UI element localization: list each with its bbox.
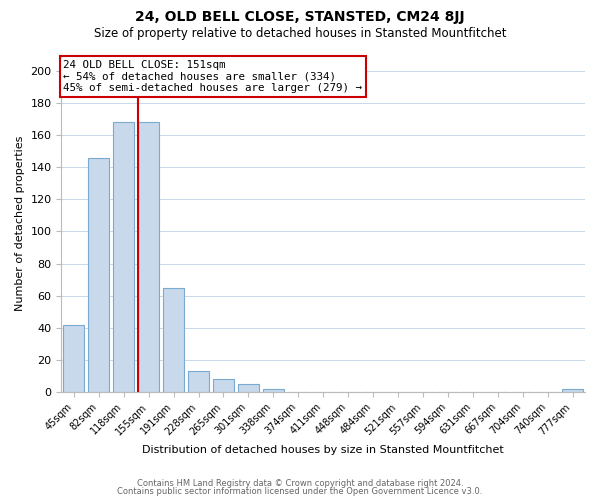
Text: Contains public sector information licensed under the Open Government Licence v3: Contains public sector information licen… [118, 487, 482, 496]
Text: 24, OLD BELL CLOSE, STANSTED, CM24 8JJ: 24, OLD BELL CLOSE, STANSTED, CM24 8JJ [135, 10, 465, 24]
Bar [88, 158, 109, 392]
Text: Contains HM Land Registry data © Crown copyright and database right 2024.: Contains HM Land Registry data © Crown c… [137, 478, 463, 488]
Text: Size of property relative to detached houses in Stansted Mountfitchet: Size of property relative to detached ho… [94, 28, 506, 40]
Bar [63, 324, 85, 392]
Bar [138, 122, 159, 392]
Bar [113, 122, 134, 392]
X-axis label: Distribution of detached houses by size in Stansted Mountfitchet: Distribution of detached houses by size … [142, 445, 504, 455]
Bar [238, 384, 259, 392]
Y-axis label: Number of detached properties: Number of detached properties [15, 136, 25, 311]
Bar [163, 288, 184, 392]
Bar [213, 379, 234, 392]
Text: 24 OLD BELL CLOSE: 151sqm
← 54% of detached houses are smaller (334)
45% of semi: 24 OLD BELL CLOSE: 151sqm ← 54% of detac… [64, 60, 362, 93]
Bar [263, 388, 284, 392]
Bar [562, 388, 583, 392]
Bar [188, 371, 209, 392]
